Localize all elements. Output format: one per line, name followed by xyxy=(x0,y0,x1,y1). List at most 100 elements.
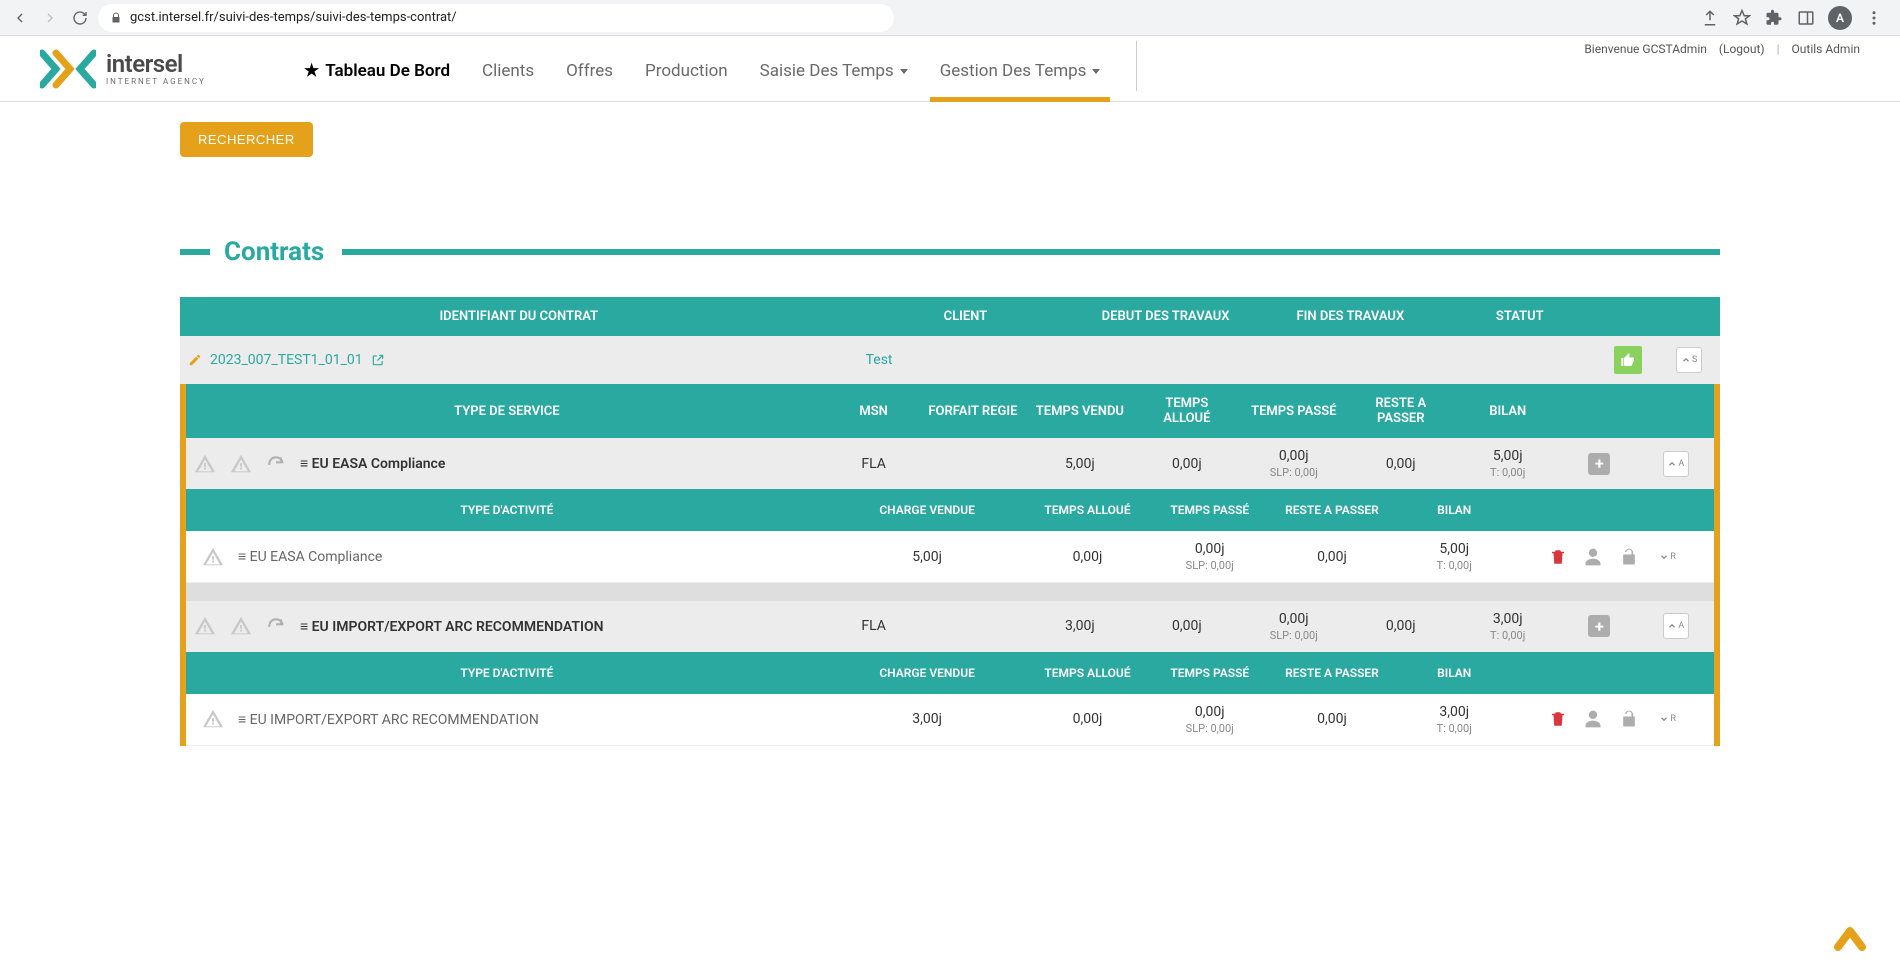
browser-forward-button[interactable] xyxy=(38,6,62,30)
user-icon[interactable] xyxy=(1583,709,1603,729)
unlock-icon[interactable] xyxy=(1619,709,1639,729)
nav-dashboard[interactable]: ★ Tableau De Bord xyxy=(300,61,454,101)
edit-icon[interactable] xyxy=(188,353,202,367)
activity-bilan: 5,00j xyxy=(1439,541,1469,557)
logo-mark-icon xyxy=(40,49,96,89)
service-bilan-sub: T: 0,00j xyxy=(1462,629,1553,642)
activity-passe: 0,00j xyxy=(1195,704,1225,720)
col-act-bilan: BILAN xyxy=(1393,652,1515,694)
collapse-suffix: R xyxy=(1670,552,1676,562)
col-activity-type: TYPE D'ACTIVITÉ xyxy=(186,652,828,694)
warning-icon xyxy=(230,615,252,637)
service-name: EU IMPORT/EXPORT ARC RECOMMENDATION xyxy=(312,619,604,635)
contracts-table: IDENTIFIANT DU CONTRAT CLIENT DEBUT DES … xyxy=(180,297,1720,384)
service-passe: 0,00j xyxy=(1279,611,1309,627)
chevron-up-icon xyxy=(1830,919,1870,959)
user-icon[interactable] xyxy=(1583,547,1603,567)
logo[interactable]: intersel INTERNET AGENCY xyxy=(40,49,206,89)
contract-client-link[interactable]: Test xyxy=(866,352,893,368)
logo-brand: intersel xyxy=(106,52,206,76)
collapse-activity-button[interactable]: R xyxy=(1655,706,1681,732)
nav-clients[interactable]: Clients xyxy=(478,61,538,101)
activity-reste: 0,00j xyxy=(1271,531,1393,583)
service-name: EU EASA Compliance xyxy=(312,456,446,472)
nav-gestion[interactable]: Gestion Des Temps xyxy=(936,61,1105,101)
activity-header-row: TYPE D'ACTIVITÉ CHARGE VENDUE TEMPS ALLO… xyxy=(186,489,1714,531)
browser-menu-icon[interactable] xyxy=(1864,8,1884,28)
service-vendu: 3,00j xyxy=(1026,601,1133,652)
service-vendu: 5,00j xyxy=(1026,438,1133,489)
nav-saisie-label: Saisie Des Temps xyxy=(760,61,894,81)
col-statut: STATUT xyxy=(1443,297,1597,336)
col-vendu: TEMPS VENDU xyxy=(1026,384,1133,438)
col-alloue: TEMPS ALLOUÉ xyxy=(1133,384,1240,438)
refresh-icon[interactable] xyxy=(266,454,286,474)
nav-dashboard-label: Tableau De Bord xyxy=(325,61,450,81)
activity-passe: 0,00j xyxy=(1195,541,1225,557)
collapse-service-button[interactable]: A xyxy=(1663,451,1689,477)
star-icon[interactable] xyxy=(1732,8,1752,28)
col-msn: MSN xyxy=(828,384,920,438)
activity-alloue: 0,00j xyxy=(1026,694,1148,746)
collapse-activity-button[interactable]: R xyxy=(1655,544,1681,570)
browser-url-bar[interactable]: gcst.intersel.fr/suivi-des-temps/suivi-d… xyxy=(98,4,894,32)
refresh-icon[interactable] xyxy=(266,616,286,636)
activity-row: ≡ EU EASA Compliance 5,00j 0,00j 0,00jSL… xyxy=(186,531,1714,583)
section-title: Contrats xyxy=(224,237,324,267)
nav-production[interactable]: Production xyxy=(641,61,732,101)
service-bilan: 5,00j xyxy=(1493,448,1523,464)
lock-icon xyxy=(110,12,122,24)
admin-tools-link[interactable]: Outils Admin xyxy=(1792,42,1860,56)
activity-passe-sub: SLP: 0,00j xyxy=(1157,722,1263,735)
panel-icon[interactable] xyxy=(1796,8,1816,28)
browser-back-button[interactable] xyxy=(8,6,32,30)
service-alloue: 0,00j xyxy=(1133,438,1240,489)
activity-bilan-sub: T: 0,00j xyxy=(1401,559,1507,572)
contract-detail-panel: TYPE DE SERVICE MSN FORFAIT REGIE TEMPS … xyxy=(180,384,1720,746)
col-act-passe: TEMPS PASSÉ xyxy=(1149,489,1271,531)
add-button[interactable]: + xyxy=(1588,453,1610,475)
unlock-icon[interactable] xyxy=(1619,547,1639,567)
collapse-suffix: A xyxy=(1678,621,1684,631)
add-button[interactable]: + xyxy=(1588,615,1610,637)
col-service-type: TYPE DE SERVICE xyxy=(186,384,828,438)
trash-icon[interactable] xyxy=(1549,710,1567,728)
warning-icon xyxy=(202,708,224,730)
nav-offres[interactable]: Offres xyxy=(562,61,617,101)
service-bilan-sub: T: 0,00j xyxy=(1462,466,1553,479)
service-passe-sub: SLP: 0,00j xyxy=(1248,629,1339,642)
service-reste: 0,00j xyxy=(1347,438,1454,489)
service-row: ≡ EU EASA Compliance FLA 5,00j 0,00j 0,0… xyxy=(186,438,1714,489)
chevron-down-icon xyxy=(1092,69,1100,74)
extensions-icon[interactable] xyxy=(1764,8,1784,28)
chevron-down-icon xyxy=(1659,552,1669,562)
collapse-contract-button[interactable]: S xyxy=(1676,347,1702,373)
trash-icon[interactable] xyxy=(1549,548,1567,566)
collapse-service-button[interactable]: A xyxy=(1663,613,1689,639)
col-debut: DEBUT DES TRAVAUX xyxy=(1073,297,1258,336)
nav-saisie[interactable]: Saisie Des Temps xyxy=(756,61,912,101)
contract-id-link[interactable]: 2023_007_TEST1_01_01 xyxy=(210,352,363,368)
scroll-to-top-button[interactable] xyxy=(1830,919,1870,959)
section-heading: Contrats xyxy=(180,237,1720,267)
col-charge: CHARGE VENDUE xyxy=(828,652,1027,694)
col-act-reste: RESTE A PASSER xyxy=(1271,652,1393,694)
browser-reload-button[interactable] xyxy=(68,6,92,30)
warning-icon xyxy=(230,453,252,475)
chevron-up-icon xyxy=(1667,621,1677,631)
share-icon[interactable] xyxy=(1700,8,1720,28)
warning-icon xyxy=(194,615,216,637)
service-bilan: 3,00j xyxy=(1493,611,1523,627)
activity-name: EU IMPORT/EXPORT ARC RECOMMENDATION xyxy=(250,712,539,728)
nav-gestion-label: Gestion Des Temps xyxy=(940,61,1087,81)
logout-link[interactable]: (Logout) xyxy=(1719,42,1765,56)
activity-row: ≡ EU IMPORT/EXPORT ARC RECOMMENDATION 3,… xyxy=(186,694,1714,746)
main-nav: ★ Tableau De Bord Clients Offres Product… xyxy=(300,36,1137,101)
search-button[interactable]: RECHERCHER xyxy=(180,122,313,157)
col-act-reste: RESTE A PASSER xyxy=(1271,489,1393,531)
service-passe: 0,00j xyxy=(1279,448,1309,464)
external-link-icon[interactable] xyxy=(371,353,385,367)
browser-avatar[interactable]: A xyxy=(1828,6,1852,30)
warning-icon xyxy=(194,453,216,475)
col-charge: CHARGE VENDUE xyxy=(828,489,1027,531)
